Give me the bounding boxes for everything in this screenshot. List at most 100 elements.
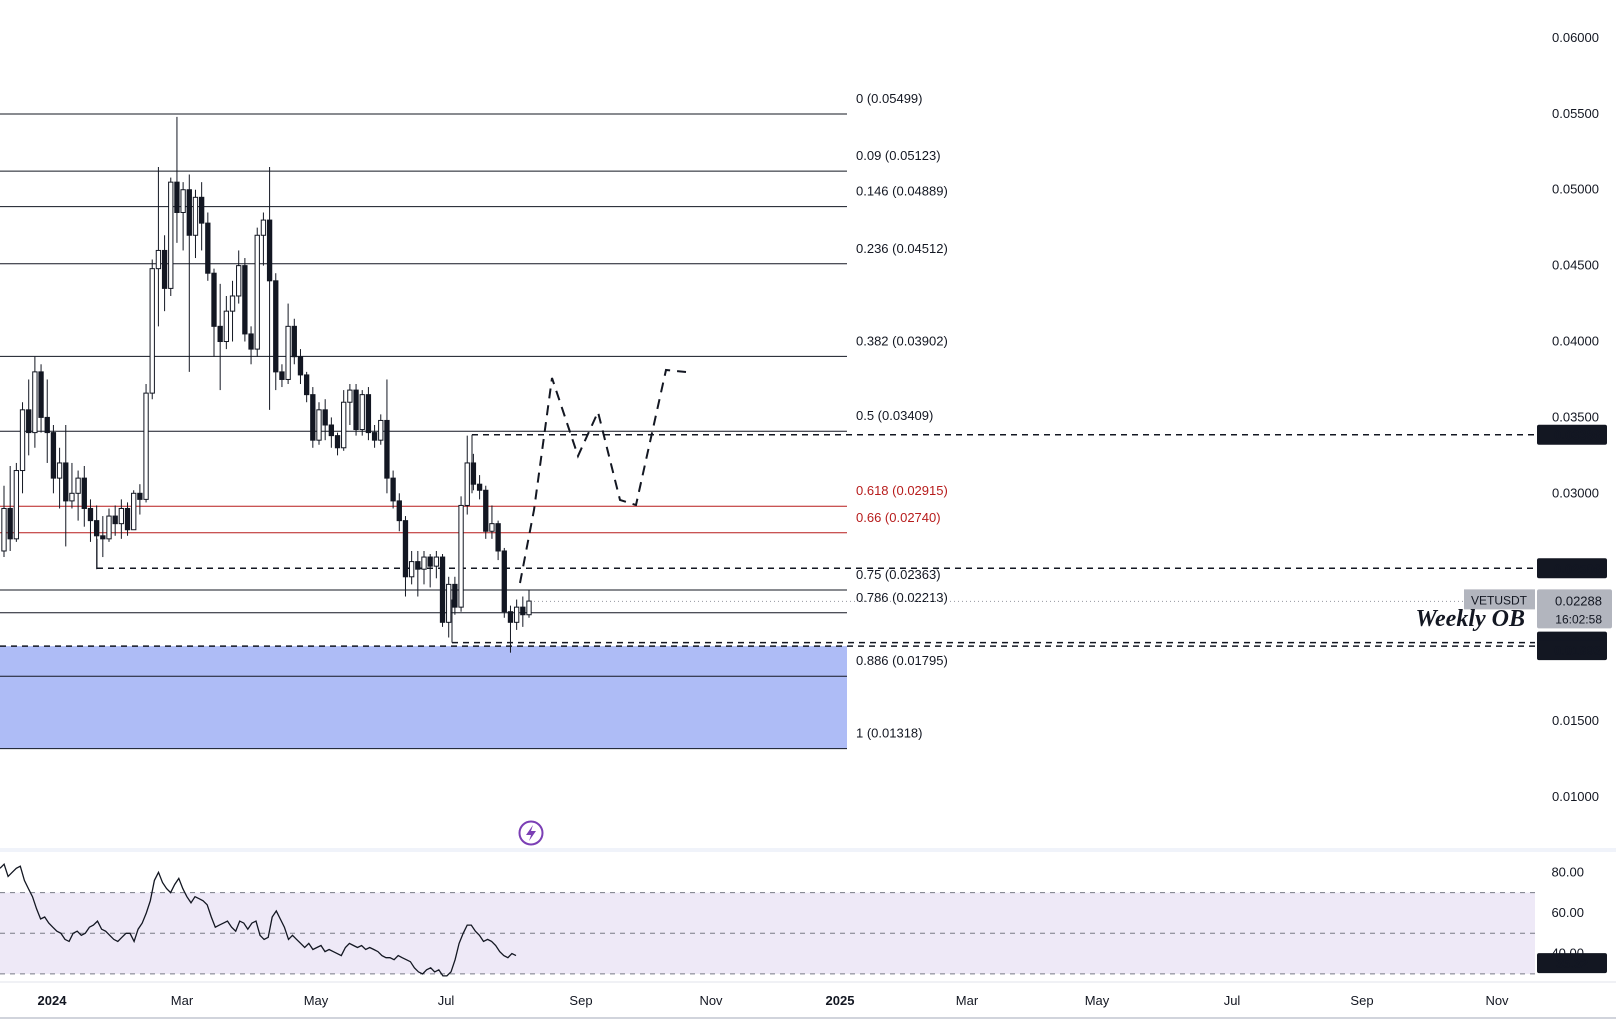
candle-down [273, 280, 279, 373]
symbol-label: VETUSDT [1471, 593, 1528, 607]
candle-down [137, 492, 143, 500]
price-tick: 0.01000 [1552, 789, 1599, 804]
time-tick: Jul [438, 993, 455, 1008]
price-label-0.02506: 0.02506 [1554, 561, 1601, 576]
rsi-line [0, 862, 517, 977]
candle-down [266, 219, 273, 282]
rsi-current-bg [1537, 953, 1607, 974]
candle-up [464, 462, 470, 506]
candle-down [495, 523, 501, 552]
fib-label-0.75: 0.75 (0.02363) [856, 567, 941, 582]
rsi-tick: 60.00 [1551, 905, 1584, 920]
time-tick: 2024 [38, 993, 68, 1008]
candle-down [427, 556, 433, 567]
fib-label-0.618: 0.618 (0.02915) [856, 483, 948, 498]
candle-up [433, 556, 440, 567]
candle-down [501, 550, 507, 613]
time-tick: Mar [171, 993, 194, 1008]
rsi-bg [0, 852, 1616, 980]
symbol-label-bg [1464, 589, 1535, 610]
weekly-ob-zone [0, 646, 847, 749]
time-tick: May [1085, 993, 1110, 1008]
candle-down [297, 356, 304, 376]
candle-down [520, 606, 526, 616]
candle-down [50, 432, 57, 479]
price-tick: 0.04000 [1552, 334, 1599, 349]
candle-down [186, 189, 192, 236]
candle-up [446, 583, 452, 623]
candle-up [19, 409, 26, 472]
candle-down [384, 419, 390, 479]
candle-up [378, 419, 384, 441]
time-tick: Mar [956, 993, 979, 1008]
candle-down [279, 371, 285, 380]
weekly-ob-zone-group [0, 646, 847, 749]
candle-up [149, 268, 155, 394]
fib-label-0.886: 0.886 (0.01795) [856, 653, 948, 668]
candle-down [211, 272, 217, 327]
price-axis-labels: 0.033860.025060.020160.01993VETUSDT0.022… [1464, 424, 1612, 661]
price-label-bg [1537, 640, 1607, 661]
candle-up [168, 181, 174, 289]
candle-down [63, 462, 69, 502]
candle-up [408, 561, 415, 578]
time-axis[interactable]: 2024 Mar May Jul Sep Nov 2025 Mar May Jul Sep Nov [38, 993, 1510, 1008]
candle-up [236, 265, 242, 297]
candle-down [415, 561, 421, 570]
candle-up [513, 606, 520, 623]
price-label-bg [1537, 424, 1607, 445]
candle-up [316, 409, 322, 441]
candle-up [341, 401, 347, 449]
candle-down [353, 389, 359, 431]
candle-down [439, 556, 446, 623]
time-tick: Sep [1350, 993, 1373, 1008]
candle-down [242, 265, 248, 335]
lightning-icon[interactable] [518, 820, 544, 846]
time-tick: 2025 [826, 993, 855, 1008]
candle-up [131, 492, 137, 531]
candle-up [359, 394, 365, 431]
candle-up [285, 325, 291, 380]
candle-up [13, 470, 20, 540]
candle-up [155, 249, 162, 270]
candle-down [390, 477, 396, 502]
candle-up [526, 600, 532, 616]
price-tick: 0.04500 [1552, 258, 1599, 273]
candle-down [328, 424, 335, 437]
countdown-label: 16:02:58 [1555, 612, 1602, 626]
candle-up [254, 234, 260, 350]
candle-up [223, 310, 230, 343]
price-tick: 0.05000 [1552, 182, 1599, 197]
candle-up [421, 556, 427, 570]
candle-down [291, 325, 297, 358]
candle-up [75, 477, 81, 494]
candle-down [174, 181, 180, 213]
candle-down [303, 374, 310, 396]
candle-down [365, 394, 372, 434]
candle-down [100, 535, 106, 540]
rsi-band [0, 892, 1535, 974]
candle-down [507, 611, 514, 623]
candle-down [310, 394, 316, 441]
rsi-current-label: 35.32 [1556, 956, 1589, 971]
time-tick: Nov [699, 993, 723, 1008]
candle-down [402, 520, 409, 578]
time-tick: Sep [569, 993, 592, 1008]
candle-down [44, 416, 50, 434]
candle-down [476, 483, 483, 491]
candle-down [217, 325, 223, 343]
price-tick: 0.06000 [1552, 30, 1599, 45]
candle-up [458, 504, 464, 608]
fib-label-0.09: 0.09 (0.05123) [856, 148, 941, 163]
candle-up [192, 196, 199, 236]
candle-down [124, 507, 131, 531]
fib-label-0.382: 0.382 (0.03902) [856, 333, 948, 348]
price-label-bg [1537, 558, 1607, 579]
candle-up [106, 515, 112, 540]
pane-separator[interactable] [0, 848, 1616, 852]
candle-down [198, 196, 205, 224]
time-tick: May [304, 993, 329, 1008]
candle-down [81, 477, 87, 509]
price-label-0.03386: 0.03386 [1554, 428, 1601, 443]
